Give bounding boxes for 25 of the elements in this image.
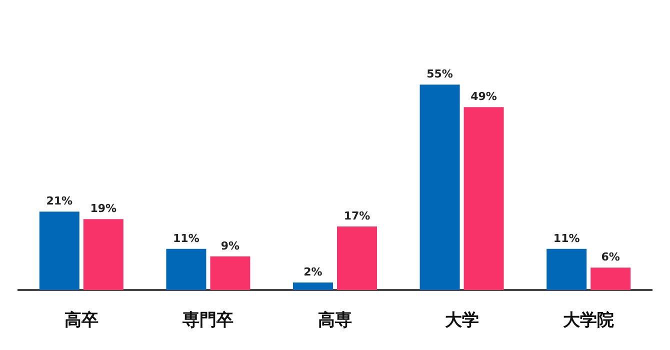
bar: [39, 212, 80, 290]
bar: [293, 282, 333, 290]
data-label: 11%: [553, 232, 580, 245]
data-label: 2%: [304, 266, 322, 279]
data-label: 11%: [173, 232, 200, 245]
data-label: 9%: [220, 239, 240, 252]
data-label: 49%: [470, 90, 497, 104]
data-label: 17%: [344, 210, 370, 223]
data-label: 21%: [46, 194, 73, 208]
x-tick-label: 専門卒: [182, 310, 234, 330]
bar: [166, 248, 206, 290]
bar: [546, 248, 587, 290]
data-label: 55%: [426, 68, 453, 81]
x-tick-label: 大学: [444, 310, 479, 330]
bar: [590, 268, 631, 290]
bar: [337, 226, 377, 290]
x-tick-label: 大学院: [563, 310, 614, 330]
bar: [420, 84, 460, 290]
bar: [83, 219, 124, 290]
bar: [210, 256, 250, 290]
data-label: 6%: [601, 250, 620, 264]
data-label: 19%: [90, 202, 117, 216]
x-tick-label: 高卒: [64, 310, 98, 330]
x-tick-label: 高専: [318, 310, 352, 330]
bar: [464, 107, 504, 290]
